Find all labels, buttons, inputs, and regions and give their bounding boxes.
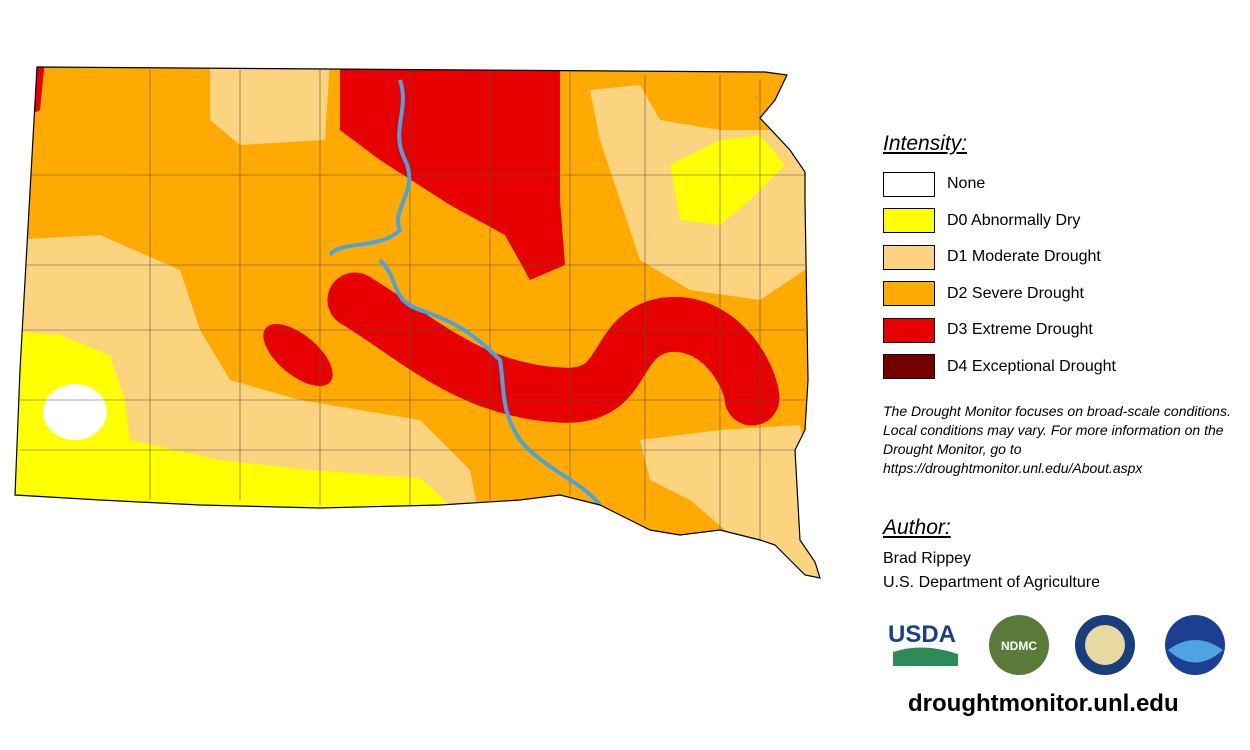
usda-swoosh (893, 647, 958, 666)
area (327, 272, 780, 426)
logos: USDA NDMC (888, 615, 1225, 675)
note: The Drought Monitor focuses on broad-sca… (883, 403, 1231, 476)
legend-label: None (947, 175, 986, 192)
legend-swatch (883, 244, 935, 270)
county-lines (20, 70, 805, 540)
legend-swatch (883, 281, 935, 306)
legend-swatch (883, 208, 935, 233)
legend-item: D0 Abnormally Dry (883, 208, 1080, 234)
area (263, 323, 333, 387)
ndmc-logo: NDMC (1001, 639, 1037, 653)
author-name: Brad Rippey (883, 550, 972, 567)
area (210, 67, 330, 145)
ndmc-seal (989, 615, 1049, 675)
legend-swatch (883, 354, 935, 379)
drought-areas (15, 67, 820, 578)
area (670, 135, 785, 225)
legend-label: D2 Severe Drought (947, 284, 1084, 302)
noaa-wave (1168, 640, 1223, 663)
legend-label: D1 Moderate Drought (947, 248, 1101, 265)
legend-swatch (883, 171, 935, 197)
legend-label: D0 Abnormally Dry (947, 211, 1081, 229)
drought-map (14, 66, 821, 579)
legend-item: D3 Extreme Drought (883, 317, 1093, 343)
usda-logo: USDA (888, 621, 956, 648)
doc-seal-inner (1085, 625, 1125, 665)
legend-label: D3 Extreme Drought (947, 321, 1093, 338)
legend-title: Intensity: (883, 132, 968, 155)
legend-item: D1 Moderate Drought (883, 244, 1101, 270)
legend-item: D4 Exceptional Drought (883, 354, 1116, 380)
area (15, 330, 450, 530)
legend-label: D4 Exceptional Drought (947, 357, 1116, 375)
author-org: U.S. Department of Agriculture (883, 574, 1100, 591)
legend-item: D2 Severe Drought (883, 281, 1084, 307)
river (328, 79, 602, 507)
area (340, 67, 565, 280)
website: droughtmonitor.unl.edu (908, 690, 1179, 717)
legend-swatch (883, 317, 935, 343)
legend-item: None (883, 171, 985, 197)
author-heading: Author: (883, 516, 951, 539)
area (43, 384, 107, 440)
